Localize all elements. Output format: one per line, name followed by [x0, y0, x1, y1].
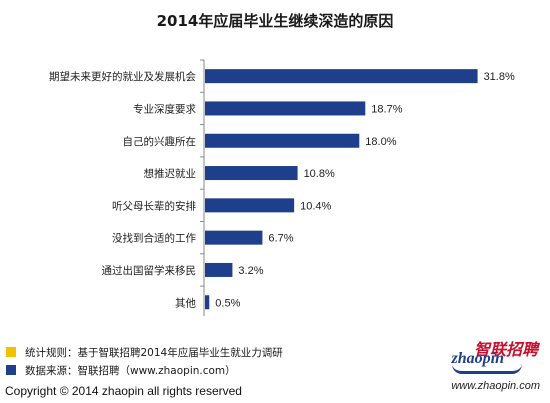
notes: 统计规则：基于智联招聘2014年应届毕业生就业力调研 数据来源：智联招聘（www…	[6, 343, 283, 379]
bar	[205, 230, 263, 245]
note-stat-rule: 统计规则：基于智联招聘2014年应届毕业生就业力调研	[6, 343, 283, 361]
bar	[205, 262, 233, 277]
category-label: 期望未来更好的就业及发展机会	[49, 70, 196, 83]
value-label: 3.2%	[238, 265, 263, 277]
bar	[205, 133, 360, 148]
zhaopin-logo: 智联招聘 zhaopin www.zhaopin.com	[392, 336, 542, 396]
category-label: 通过出国留学来移民	[102, 264, 197, 277]
logo-swoosh	[452, 364, 522, 374]
value-label: 31.8%	[484, 71, 515, 83]
logo-url-text: www.zhaopin.com	[451, 380, 540, 392]
value-label: 10.8%	[304, 168, 335, 180]
value-label: 0.5%	[215, 297, 240, 309]
yellow-square-icon	[6, 347, 16, 357]
logo-cn-text: 智联招聘	[473, 340, 538, 359]
value-label: 18.7%	[371, 103, 402, 115]
category-label: 听父母长辈的安排	[112, 199, 196, 212]
category-label: 其他	[175, 296, 196, 309]
logo-en-text: zhaopin	[451, 350, 504, 367]
bar	[205, 295, 210, 310]
bar	[205, 101, 366, 116]
note-data-source: 数据来源：智联招聘（www.zhaopin.com）	[6, 361, 283, 379]
category-label: 没找到合适的工作	[112, 232, 196, 245]
bar	[205, 166, 298, 181]
copyright: Copyright © 2014 zhaopin all rights rese…	[5, 384, 242, 398]
category-label: 自己的兴趣所在	[123, 135, 197, 148]
bar	[205, 198, 295, 213]
bar	[205, 69, 478, 84]
category-label: 专业深度要求	[133, 102, 196, 115]
blue-square-icon	[6, 365, 16, 375]
value-label: 10.4%	[300, 200, 331, 212]
bar-chart: 期望未来更好的就业及发展机会 31.8% 专业深度要求 18.7% 自己的兴趣所在 18.…	[49, 59, 515, 316]
value-label: 18.0%	[365, 136, 396, 148]
note-text: 统计规则：基于智联招聘2014年应届毕业生就业力调研	[25, 346, 283, 359]
value-label: 6.7%	[268, 233, 293, 245]
category-label: 想推迟就业	[144, 167, 197, 180]
note-text: 数据来源：智联招聘（www.zhaopin.com）	[25, 364, 236, 377]
chart-title: 2014年应届毕业生继续深造的原因	[156, 12, 394, 30]
